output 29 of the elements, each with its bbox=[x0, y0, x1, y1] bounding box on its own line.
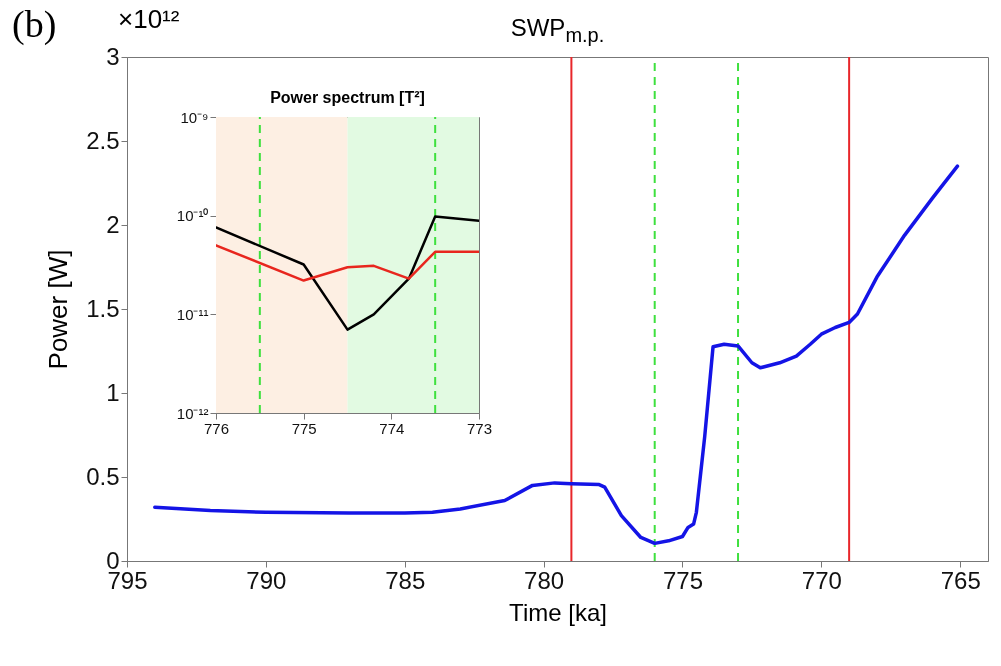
y-tick-label: 1.5 bbox=[86, 294, 120, 322]
y-tick-label: 1 bbox=[106, 378, 120, 406]
y-axis-title: Power [W] bbox=[43, 249, 74, 370]
x-tick-label: 776 bbox=[203, 419, 230, 437]
x-axis-title: Time [ka] bbox=[509, 598, 607, 626]
y-tick-label: 10⁻⁹ bbox=[180, 108, 209, 126]
y-tick-label: 3 bbox=[106, 42, 120, 70]
chart-title: SWP$_{m.p.}$ bbox=[510, 14, 605, 47]
x-tick-label: 770 bbox=[801, 566, 842, 594]
x-tick-label: 775 bbox=[662, 566, 704, 594]
y-tick-label: 10⁻¹² bbox=[176, 404, 209, 422]
y-tick-label: 2 bbox=[106, 210, 120, 238]
chart-title: Power spectrum [T²] bbox=[270, 89, 425, 106]
x-tick-label: 785 bbox=[385, 566, 426, 594]
line-series bbox=[216, 244, 479, 282]
x-tick-label: 765 bbox=[940, 566, 981, 594]
y-tick-label: 2.5 bbox=[86, 126, 120, 154]
x-tick-label: 774 bbox=[379, 419, 405, 437]
x-tick-label: 773 bbox=[466, 419, 493, 437]
line-series bbox=[153, 164, 960, 546]
text: ×10¹² bbox=[118, 4, 180, 35]
x-tick-label: 780 bbox=[524, 566, 565, 594]
x-tick-label: 775 bbox=[291, 419, 317, 437]
line-series bbox=[216, 215, 479, 331]
y-tick-label: 0.5 bbox=[86, 462, 120, 490]
x-tick-label: 790 bbox=[246, 566, 287, 594]
y-tick-label: 10⁻¹⁰ bbox=[176, 207, 209, 225]
text: (b) bbox=[12, 2, 57, 46]
y-tick-label: 10⁻¹¹ bbox=[176, 305, 209, 323]
